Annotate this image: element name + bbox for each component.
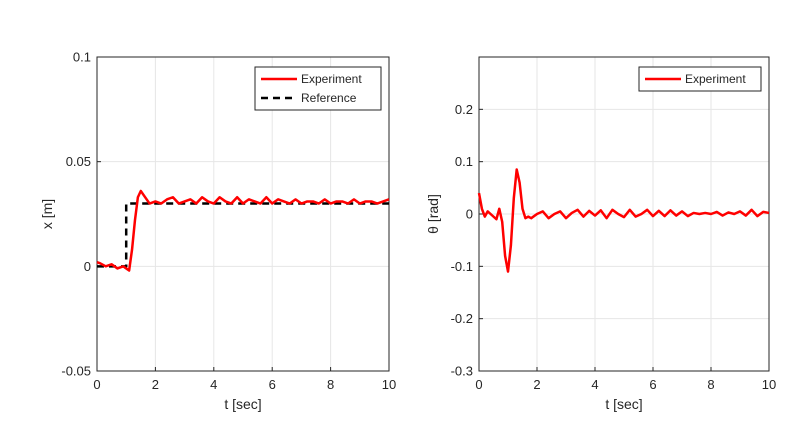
x-tick-label: 4 xyxy=(210,377,217,392)
x-tick-label: 2 xyxy=(152,377,159,392)
x-tick-label: 0 xyxy=(93,377,100,392)
y-tick-label: 0.1 xyxy=(455,154,473,169)
legend-box xyxy=(254,66,382,111)
legend-label-experiment: Experiment xyxy=(685,72,746,86)
x-axis-label: t [sec] xyxy=(224,396,261,412)
y-tick-label: -0.3 xyxy=(451,364,473,379)
x-tick-label: 8 xyxy=(707,377,714,392)
legend: Experiment xyxy=(638,66,762,92)
x-tick-label: 2 xyxy=(533,377,540,392)
legend-label-reference: Reference xyxy=(301,91,357,105)
x-tick-label: 6 xyxy=(269,377,276,392)
series-line-experiment xyxy=(477,168,770,273)
y-tick-label: -0.05 xyxy=(61,364,91,379)
series-line-experiment xyxy=(96,189,390,272)
chart-panel-theta: 0 2 4 6 8 10 -0.3 -0.2 -0.1 0 0.1 0.2 t [sec] θ [rad]… xyxy=(425,56,776,412)
x-tick-label: 10 xyxy=(382,377,396,392)
x-tick-label: 0 xyxy=(475,377,482,392)
y-tick-label: -0.1 xyxy=(451,259,473,274)
x-tick-label: 10 xyxy=(762,377,776,392)
y-tick-label: 0 xyxy=(466,207,473,222)
y-tick-label: 0.05 xyxy=(66,154,91,169)
y-tick-label: 0.2 xyxy=(455,102,473,117)
axes-box xyxy=(96,56,390,372)
x-tick-label: 8 xyxy=(327,377,334,392)
y-tick-label: 0 xyxy=(84,259,91,274)
legend: Experiment Reference xyxy=(254,66,382,111)
legend-box xyxy=(638,66,762,92)
y-axis-label: θ [rad] xyxy=(425,194,441,234)
x-tick-label: 6 xyxy=(649,377,656,392)
y-tick-label: 0.1 xyxy=(73,50,91,65)
series-line-reference xyxy=(97,202,389,268)
y-tick-label: -0.2 xyxy=(451,311,473,326)
legend-label-experiment: Experiment xyxy=(301,72,362,86)
y-axis-label: x [m] xyxy=(39,199,55,229)
x-axis-label: t [sec] xyxy=(605,396,642,412)
x-tick-label: 4 xyxy=(591,377,598,392)
axes-box xyxy=(478,56,770,372)
